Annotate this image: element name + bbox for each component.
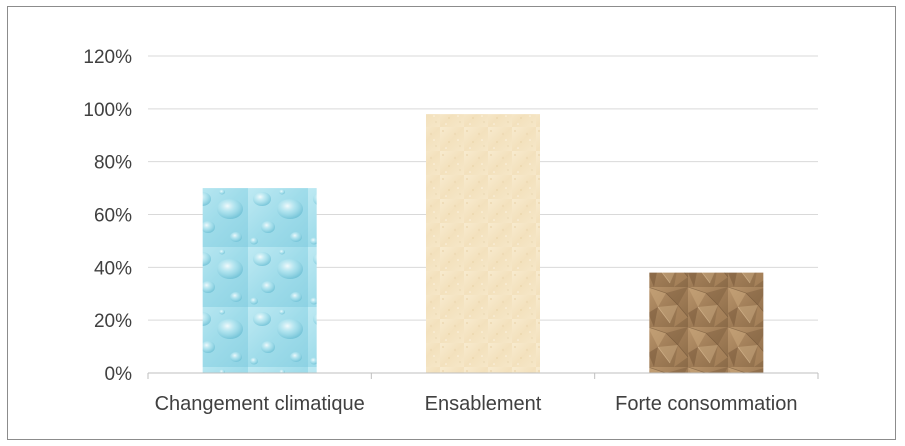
bars xyxy=(202,114,764,373)
bar-chart: 0% 20% 40% 60% 80% 100% 120% Changement climat… xyxy=(83,47,819,415)
chart-frame: 0% 20% 40% 60% 80% 100% 120% Changement climat… xyxy=(7,6,896,440)
y-axis-tick-labels: 0% 20% 40% 60% 80% 100% 120% xyxy=(83,47,132,385)
bar-3 xyxy=(649,272,764,373)
x-category-label: Forte consommation xyxy=(615,393,797,415)
y-tick-label: 100% xyxy=(83,100,132,121)
x-category-label: Changement climatique xyxy=(155,393,365,415)
x-category-label: Ensablement xyxy=(425,393,542,415)
y-tick-label: 80% xyxy=(94,153,132,174)
y-tick-label: 0% xyxy=(105,364,133,385)
axes xyxy=(147,372,819,379)
bar-2 xyxy=(426,114,540,373)
y-tick-label: 40% xyxy=(94,258,132,279)
y-tick-label: 20% xyxy=(94,311,132,332)
y-tick-label: 60% xyxy=(94,206,132,227)
y-tick-label: 120% xyxy=(83,47,132,68)
bar-1 xyxy=(202,188,317,373)
x-axis-category-labels: Changement climatique Ensablement Forte co… xyxy=(155,393,798,415)
